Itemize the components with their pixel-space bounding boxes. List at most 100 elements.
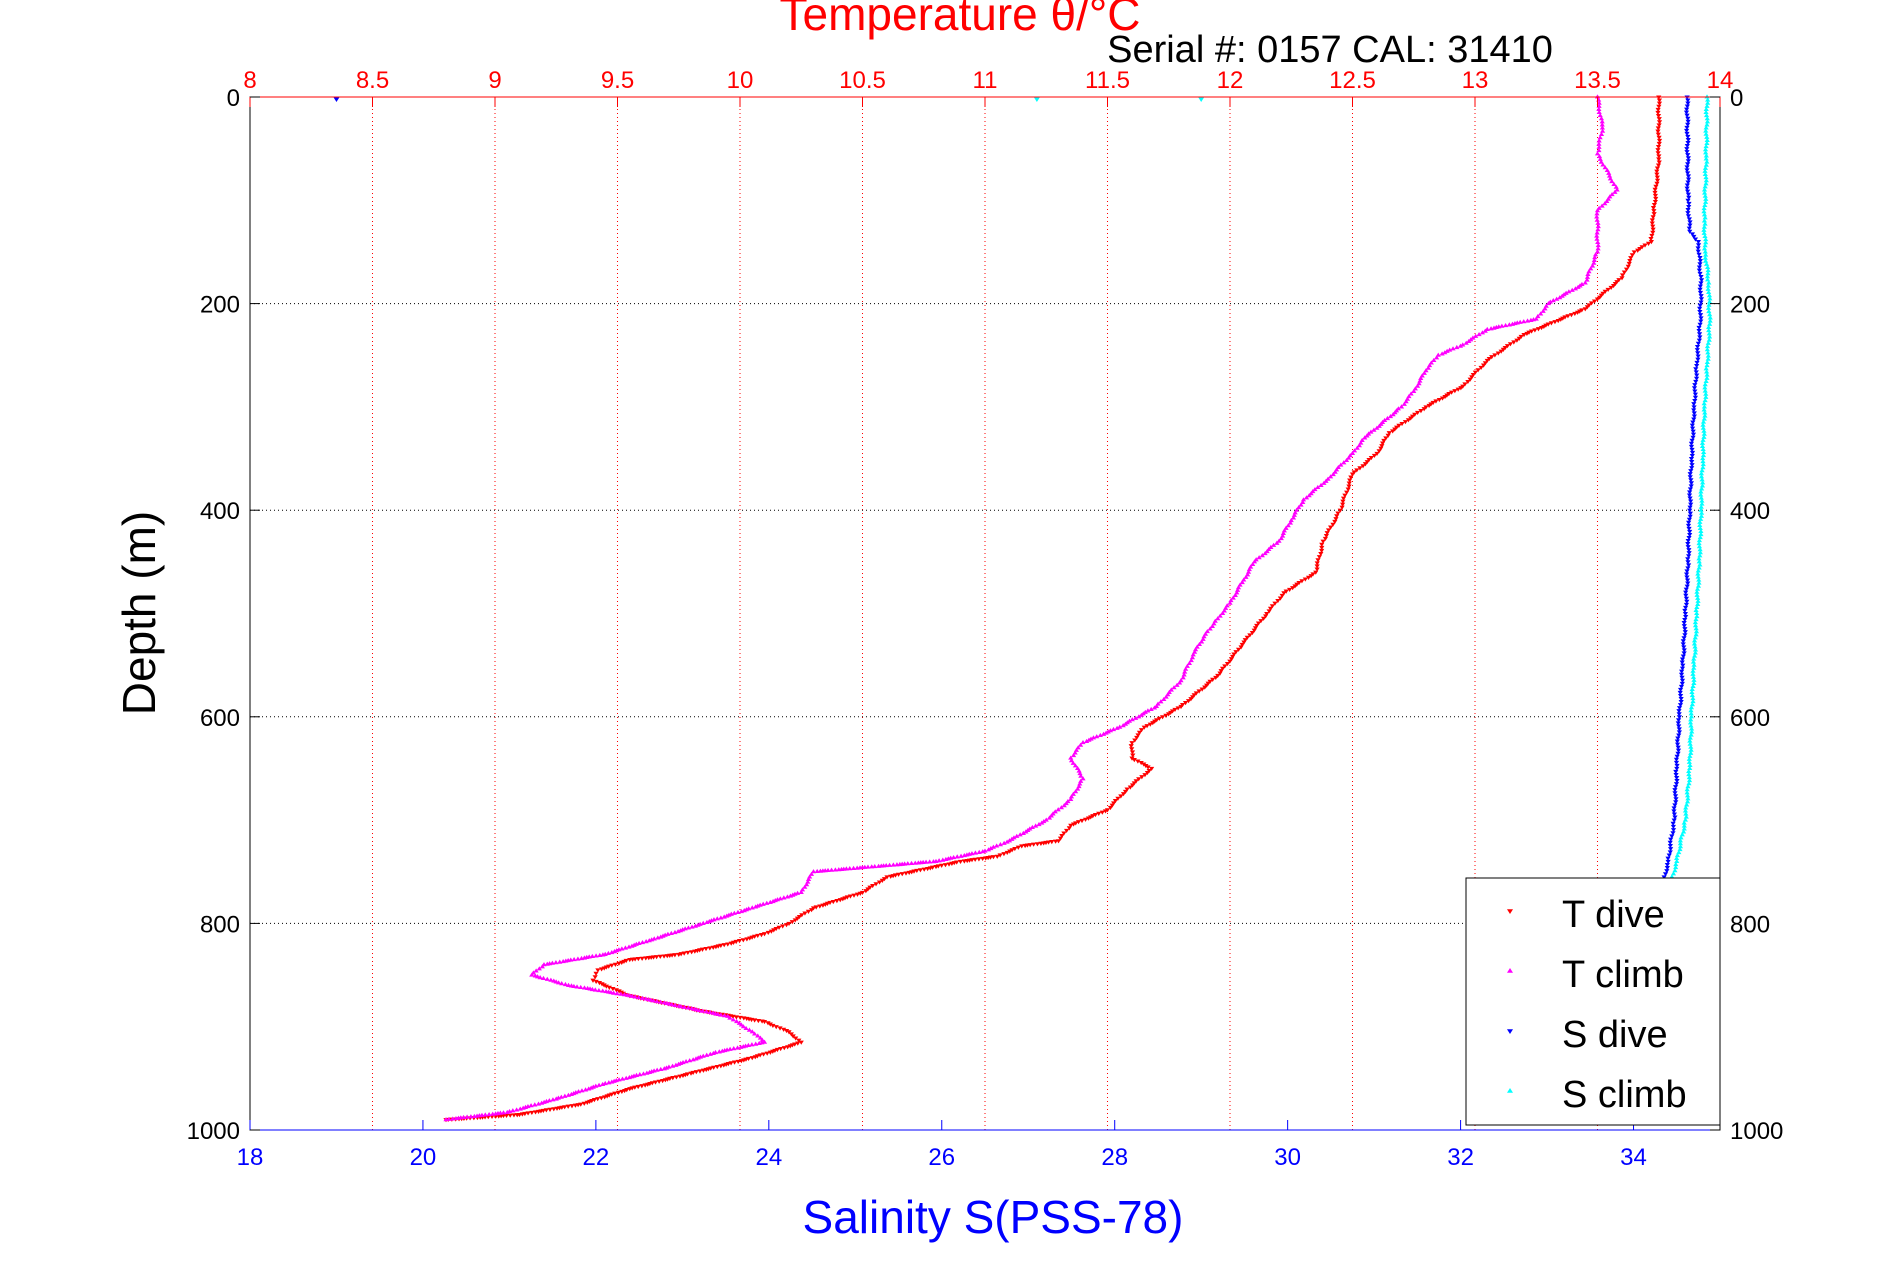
data-point xyxy=(1649,233,1655,239)
data-point xyxy=(1635,248,1641,253)
data-point xyxy=(1077,742,1084,747)
data-point xyxy=(1697,335,1703,340)
data-point xyxy=(1574,310,1581,315)
data-point xyxy=(1386,431,1392,436)
data-point xyxy=(1599,203,1605,208)
data-point xyxy=(1688,717,1694,722)
data-point xyxy=(643,939,649,944)
data-point xyxy=(1672,794,1679,799)
data-point xyxy=(1703,143,1709,149)
data-point xyxy=(1691,680,1697,685)
data-point xyxy=(683,1059,689,1064)
data-point xyxy=(1528,329,1535,334)
data-point xyxy=(579,1088,585,1093)
data-point xyxy=(1693,367,1699,372)
data-point xyxy=(571,983,577,988)
data-point xyxy=(1064,828,1070,834)
data-point xyxy=(1476,331,1482,337)
data-point xyxy=(1631,250,1637,255)
data-point xyxy=(1687,490,1693,495)
data-point xyxy=(606,985,612,990)
data-point xyxy=(1654,172,1660,177)
data-point xyxy=(1683,614,1689,620)
data-point xyxy=(802,884,808,889)
data-point xyxy=(1076,768,1082,773)
data-point xyxy=(1684,147,1690,152)
data-point xyxy=(517,1106,523,1111)
data-point xyxy=(976,857,982,862)
data-point xyxy=(1707,312,1713,317)
data-point xyxy=(640,1071,647,1076)
temperature-tick-label: 14 xyxy=(1707,67,1734,94)
data-point xyxy=(528,1103,534,1108)
data-point xyxy=(1426,403,1432,409)
data-point xyxy=(1707,315,1713,320)
data-point xyxy=(1666,853,1672,858)
data-point xyxy=(1654,169,1660,174)
data-point xyxy=(668,930,674,935)
data-point xyxy=(1690,683,1696,688)
data-point xyxy=(1690,671,1696,676)
data-point xyxy=(1692,395,1699,400)
data-point xyxy=(1263,614,1269,619)
data-point xyxy=(1705,100,1711,105)
data-point xyxy=(1338,462,1344,467)
data-point xyxy=(1699,486,1705,491)
data-point xyxy=(1554,296,1560,301)
data-point xyxy=(1431,357,1437,362)
data-point xyxy=(1073,821,1079,826)
data-point xyxy=(1703,258,1709,263)
data-point xyxy=(1209,623,1216,628)
data-point xyxy=(1689,453,1695,459)
data-point xyxy=(646,938,652,943)
data-point xyxy=(1594,297,1601,302)
data-point xyxy=(1686,201,1692,206)
data-point xyxy=(1532,328,1538,333)
data-point xyxy=(1138,712,1144,717)
data-point xyxy=(1075,786,1081,791)
data-point xyxy=(1704,119,1711,124)
data-point xyxy=(1656,160,1662,165)
data-point xyxy=(1320,539,1326,544)
data-point xyxy=(1695,357,1701,362)
data-point xyxy=(1669,834,1675,839)
data-point xyxy=(539,964,545,969)
data-point xyxy=(1262,550,1268,556)
data-point xyxy=(1228,657,1235,662)
data-point xyxy=(773,1025,779,1030)
data-point xyxy=(1673,865,1679,870)
temperature-tick-label: 9 xyxy=(488,67,501,94)
data-point xyxy=(1706,331,1712,336)
data-point xyxy=(1202,685,1208,690)
data-point xyxy=(804,882,810,887)
data-point xyxy=(1110,726,1117,732)
data-point xyxy=(1698,495,1704,500)
data-point xyxy=(1276,538,1282,543)
data-point xyxy=(1215,616,1221,621)
data-point xyxy=(596,1082,602,1087)
data-point xyxy=(1693,607,1699,613)
data-point xyxy=(1055,807,1061,812)
data-point xyxy=(1094,734,1100,739)
data-point xyxy=(1681,636,1687,641)
data-point xyxy=(1222,664,1228,669)
data-point xyxy=(1696,329,1702,334)
data-point xyxy=(507,1113,513,1118)
data-point xyxy=(1682,630,1688,635)
data-point xyxy=(704,1052,710,1057)
data-point xyxy=(994,843,1000,848)
data-point xyxy=(1434,355,1440,360)
data-point xyxy=(1676,712,1682,717)
data-point xyxy=(808,871,815,876)
data-point xyxy=(1684,793,1691,798)
data-point xyxy=(1599,128,1606,133)
data-point xyxy=(1685,566,1691,571)
data-point xyxy=(575,956,581,961)
data-point xyxy=(1705,350,1711,355)
data-point xyxy=(1242,638,1248,643)
data-point xyxy=(1127,785,1133,790)
data-point xyxy=(1675,721,1681,726)
data-point xyxy=(1655,114,1662,119)
data-point xyxy=(1070,822,1077,827)
salinity-tick-label: 32 xyxy=(1447,1144,1474,1171)
